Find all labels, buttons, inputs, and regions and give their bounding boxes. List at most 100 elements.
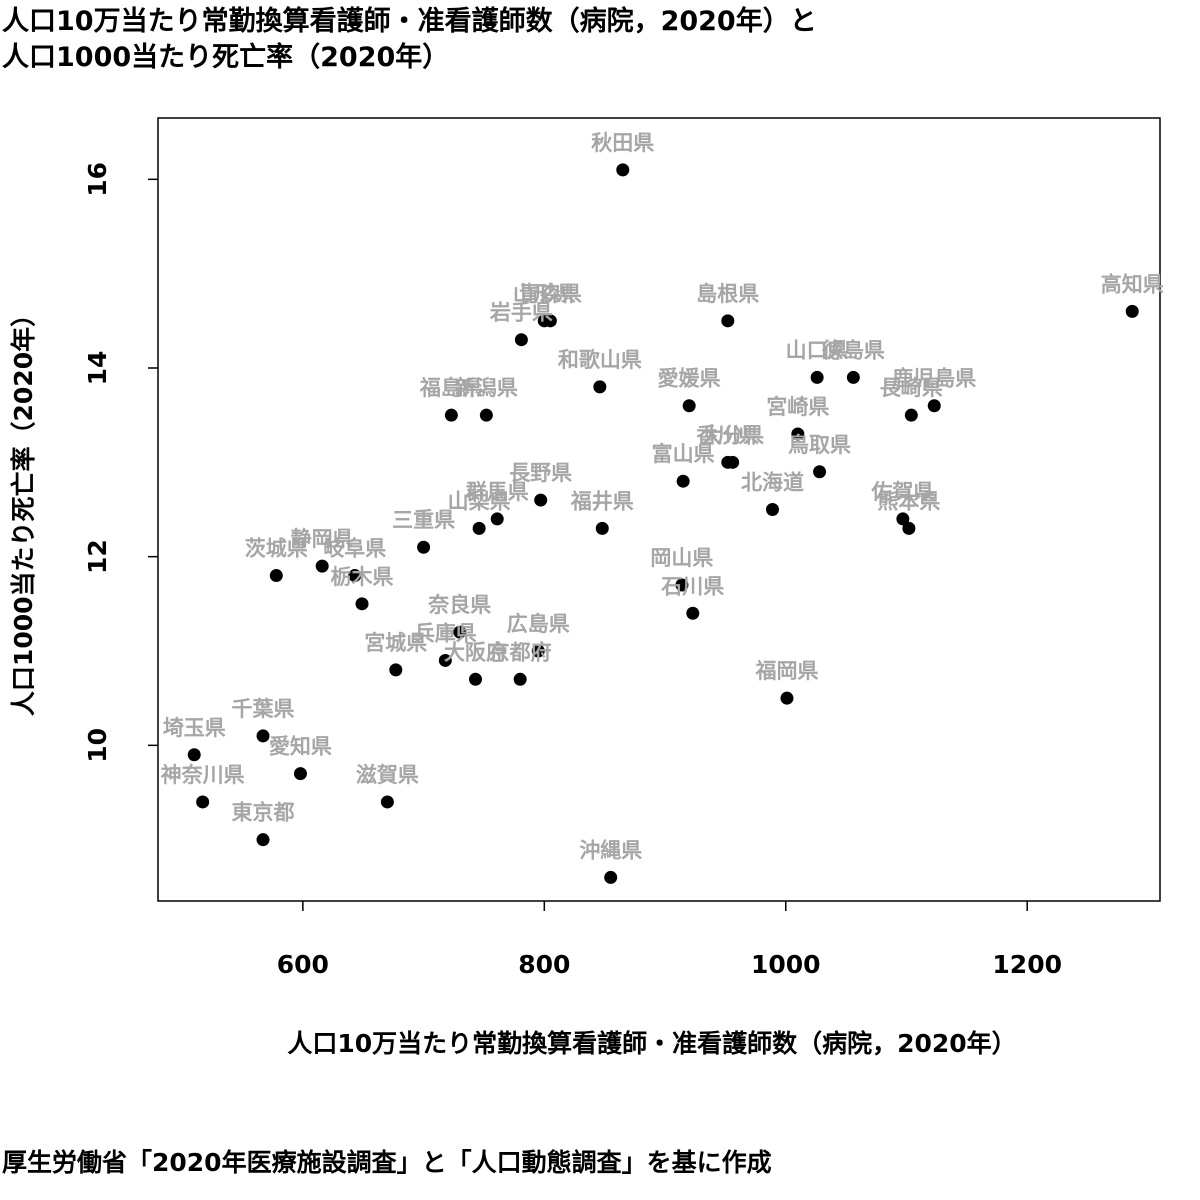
data-point-label: 千葉県 xyxy=(232,697,295,721)
data-point xyxy=(490,512,504,526)
data-point-label: 福岡県 xyxy=(754,659,818,683)
plot-area-frame xyxy=(157,117,1161,902)
data-point-label: 徳島県 xyxy=(821,338,885,362)
data-point xyxy=(593,380,607,394)
chart-title-line-2: 人口1000当たり死亡率（2020年） xyxy=(2,42,450,73)
data-point-label: 福井県 xyxy=(570,489,634,513)
data-point xyxy=(380,795,394,809)
data-point-label: 高知県 xyxy=(1101,272,1164,296)
data-point xyxy=(315,559,329,573)
data-point-label: 大阪府 xyxy=(444,640,507,664)
data-point-label: 滋賀県 xyxy=(356,763,419,787)
data-point xyxy=(686,606,700,620)
data-point-label: 静岡県 xyxy=(291,527,354,551)
data-point xyxy=(389,663,403,677)
data-point xyxy=(269,569,283,583)
data-point xyxy=(187,748,201,762)
data-point xyxy=(595,521,609,535)
data-point xyxy=(534,493,548,507)
data-point-label: 青森県 xyxy=(519,282,582,306)
source-note: 厚生労働省「2020年医療施設調査」と「人口動態調査」を基に作成 xyxy=(2,1148,772,1177)
data-point xyxy=(927,399,941,413)
data-point-label: 沖縄県 xyxy=(579,838,642,862)
data-point xyxy=(355,597,369,611)
data-point-label: 宮城県 xyxy=(364,631,427,655)
data-point-label: 奈良県 xyxy=(427,593,491,617)
x-tick-label: 600 xyxy=(277,950,329,979)
data-point xyxy=(765,503,779,516)
data-point xyxy=(444,408,458,422)
x-tick-label: 1000 xyxy=(751,950,821,979)
data-point xyxy=(902,521,916,535)
chart-title: 人口10万当たり常勤換算看護師・准看護師数（病院，2020年）と 人口1000当… xyxy=(2,4,817,76)
data-point xyxy=(513,672,527,686)
data-point-label: 栃木県 xyxy=(331,565,394,589)
data-point-label: 島根県 xyxy=(696,282,759,306)
data-point xyxy=(514,333,528,347)
y-tick-label: 12 xyxy=(83,539,112,574)
x-tick-label: 1200 xyxy=(992,950,1062,979)
data-point-label: 福島県 xyxy=(419,376,483,400)
data-point-label: 鳥取県 xyxy=(788,433,851,457)
data-point-label: 三重県 xyxy=(392,508,455,532)
data-point-label: 宮崎県 xyxy=(766,395,829,419)
data-point xyxy=(453,625,467,639)
data-point xyxy=(616,163,630,177)
data-point-label: 山梨県 xyxy=(448,489,511,513)
data-point xyxy=(348,569,362,583)
data-point-label: 長野県 xyxy=(509,461,572,485)
data-point xyxy=(438,653,452,667)
data-point xyxy=(531,644,545,658)
data-point xyxy=(846,370,860,384)
data-point xyxy=(293,767,307,781)
data-point xyxy=(256,833,270,847)
data-point xyxy=(721,314,735,328)
y-tick-label: 14 xyxy=(83,351,112,386)
data-point xyxy=(810,370,824,384)
data-point-label: 愛知県 xyxy=(269,735,332,759)
data-point xyxy=(469,672,483,686)
data-point-label: 山形県 xyxy=(513,282,576,306)
data-point-label: 和歌山県 xyxy=(558,348,642,372)
data-point-label: 石川県 xyxy=(660,574,724,598)
y-axis: 10 12 14 16 xyxy=(83,162,158,763)
data-points xyxy=(187,163,1139,884)
x-axis: 600 800 1000 1200 xyxy=(277,901,1062,979)
data-point xyxy=(543,314,557,328)
data-point-label: 大分県 xyxy=(701,423,764,447)
x-tick-label: 800 xyxy=(518,950,570,979)
data-point xyxy=(791,427,805,441)
data-point-label: 岐阜県 xyxy=(323,537,386,561)
data-point-label: 岡山県 xyxy=(650,546,713,570)
data-point-label: 北海道 xyxy=(741,471,804,495)
data-point xyxy=(780,691,794,705)
data-point-label: 東京都 xyxy=(232,801,295,825)
data-point-label: 群馬県 xyxy=(466,480,529,504)
data-point xyxy=(813,465,827,479)
x-axis-label: 人口10万当たり常勤換算看護師・准看護師数（病院，2020年） xyxy=(287,1029,1016,1058)
data-point-label: 愛媛県 xyxy=(658,367,721,391)
data-point-label: 兵庫県 xyxy=(414,621,477,645)
data-point xyxy=(675,578,689,592)
data-point xyxy=(682,399,696,413)
data-point xyxy=(726,455,740,469)
data-point-label: 鹿児島県 xyxy=(892,367,976,391)
data-point-label: 熊本県 xyxy=(877,489,940,513)
data-point xyxy=(256,729,270,743)
data-point xyxy=(417,540,431,554)
data-point-label: 香川県 xyxy=(696,423,759,447)
data-point-label: 神奈川県 xyxy=(161,763,245,787)
y-axis-label: 人口1000当たり死亡率（2020年） xyxy=(9,302,38,716)
data-point xyxy=(479,408,493,422)
y-tick-label: 10 xyxy=(83,728,112,763)
data-point xyxy=(1125,304,1139,318)
data-point xyxy=(676,474,690,488)
data-point-label: 岩手県 xyxy=(489,301,553,325)
data-point-label: 秋田県 xyxy=(591,131,654,155)
data-point-label: 佐賀県 xyxy=(870,480,934,504)
data-point-label: 京都府 xyxy=(489,640,552,664)
data-point-label: 山口県 xyxy=(786,338,849,362)
data-point-label: 富山県 xyxy=(652,442,715,466)
